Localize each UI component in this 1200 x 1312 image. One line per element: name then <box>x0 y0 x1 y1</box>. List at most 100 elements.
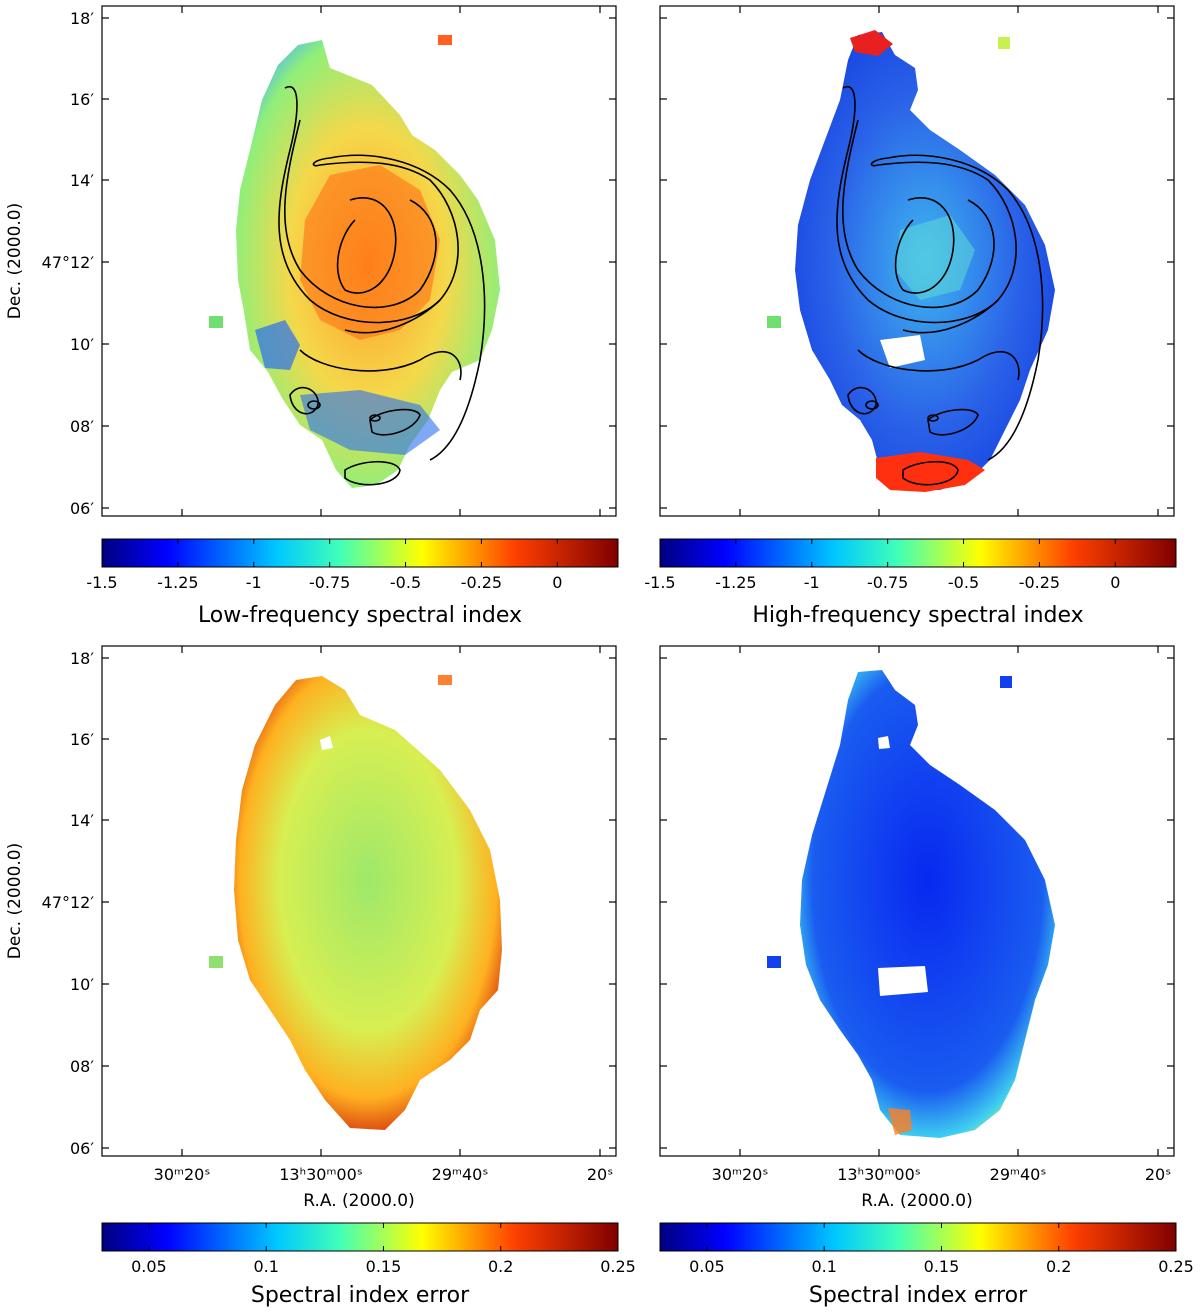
axes-frame <box>659 645 1175 1157</box>
colorbar-tick-label: -0.5 <box>948 573 979 592</box>
x-ticks <box>739 6 1159 516</box>
colorbar-tick-label: -1 <box>804 573 820 592</box>
y-tick-label: 47°12′ <box>42 893 95 912</box>
y-tick-label: 10′ <box>70 975 94 994</box>
colorbar-tick-label: -0.25 <box>461 573 502 592</box>
colorbar-gradient <box>101 538 619 568</box>
y-ticks: 18′ 16′ 14′ 47°12′ 10′ 08′ 06′ <box>42 9 616 518</box>
y-tick-label: 10′ <box>70 335 94 354</box>
x-tick-label: 20ˢ <box>587 1165 613 1184</box>
contour-lines <box>278 85 486 486</box>
x-tick-label: 13ʰ30ᵐ00ˢ <box>837 1165 921 1184</box>
galaxy-gap <box>880 335 925 368</box>
x-ticks: 30ᵐ20ˢ 13ʰ30ᵐ00ˢ 29ᵐ40ˢ 20ˢ <box>154 646 613 1184</box>
y-tick-label: 08′ <box>70 417 94 436</box>
x-axis-label: R.A. (2000.0) <box>303 1191 415 1211</box>
galaxy-gap <box>878 736 890 749</box>
y-tick-label: 16′ <box>70 90 94 109</box>
y-tick-label: 18′ <box>70 649 94 668</box>
colorbar-tick-label: -1.5 <box>644 573 675 592</box>
galaxy-hot-region <box>850 30 893 56</box>
colorbar-tick-label: 0.05 <box>689 1257 725 1276</box>
colorbar-ticks: -1.5 -1.25 -1 -0.75 -0.5 -0.25 0 <box>86 539 562 592</box>
colorbar-label: Spectral index error <box>809 1283 1028 1308</box>
galaxy-gap <box>320 736 333 750</box>
x-tick-label: 20ˢ <box>1145 1165 1171 1184</box>
y-axis-label: Dec. (2000.0) <box>5 843 25 959</box>
source-blob <box>209 316 223 328</box>
colorbar-tick-label: -1 <box>246 573 262 592</box>
panel-top-right <box>659 5 1175 517</box>
colorbar-bottom-left: 0.05 0.1 0.15 0.2 0.25 Spectral index error <box>101 1222 636 1308</box>
colorbar-tick-label: 0 <box>1110 573 1120 592</box>
x-tick-label: 29ᵐ40ˢ <box>990 1165 1047 1184</box>
colorbar-tick-label: -0.75 <box>867 573 908 592</box>
colorbar-tick-label: -0.75 <box>309 573 350 592</box>
colorbar-ticks: 0.05 0.1 0.15 0.2 0.25 <box>689 1223 1194 1276</box>
x-ticks: 30ᵐ20ˢ 13ʰ30ᵐ00ˢ 29ᵐ40ˢ 20ˢ <box>712 646 1171 1184</box>
galaxy-gap <box>878 966 928 996</box>
colorbar-tick-label: 0.15 <box>924 1257 960 1276</box>
y-tick-label: 14′ <box>70 811 94 830</box>
colorbar-label: Low-frequency spectral index <box>198 603 522 628</box>
colorbar-label: Spectral index error <box>251 1283 470 1308</box>
y-tick-label: 47°12′ <box>42 253 95 272</box>
x-tick-label: 30ᵐ20ˢ <box>712 1165 769 1184</box>
colorbar-tick-label: 0.05 <box>131 1257 167 1276</box>
colorbar-label: High-frequency spectral index <box>752 603 1083 628</box>
colorbar-tick-label: 0.25 <box>1158 1257 1194 1276</box>
colorbar-tick-label: 0.1 <box>811 1257 836 1276</box>
y-tick-label: 14′ <box>70 171 94 190</box>
colorbar-ticks: 0.05 0.1 0.15 0.2 0.25 <box>131 1223 636 1276</box>
x-tick-label: 13ʰ30ᵐ00ˢ <box>279 1165 363 1184</box>
source-blob <box>438 675 452 685</box>
colorbar-tick-label: -0.25 <box>1019 573 1060 592</box>
source-blob <box>767 316 781 328</box>
y-ticks <box>660 657 1174 1149</box>
galaxy-cyan-patch <box>895 215 975 300</box>
y-ticks: 18′ 16′ 14′ 47°12′ 10′ 08′ 06′ <box>42 649 616 1158</box>
panel-bottom-left: 18′ 16′ 14′ 47°12′ 10′ 08′ 06′ 30ᵐ20ˢ 13ʰ30ᵐ00ˢ… <box>5 645 617 1211</box>
colorbar-top-right: -1.5 -1.25 -1 -0.75 -0.5 -0.25 0 High-frequenc… <box>644 538 1177 628</box>
y-tick-label: 16′ <box>70 730 94 749</box>
colorbar-ticks: -1.5 -1.25 -1 -0.75 -0.5 -0.25 0 <box>644 539 1120 592</box>
y-axis-label: Dec. (2000.0) <box>5 203 25 319</box>
galaxy-blue-patch <box>255 320 300 370</box>
axes-frame <box>101 5 617 517</box>
colorbar-tick-label: -1.25 <box>715 573 756 592</box>
colorbar-gradient <box>101 1222 619 1252</box>
colorbar-tick-label: 0.1 <box>253 1257 278 1276</box>
y-ticks <box>660 17 1174 509</box>
x-axis-label: R.A. (2000.0) <box>861 1191 973 1211</box>
colorbar-tick-label: -1.25 <box>157 573 198 592</box>
x-tick-label: 30ᵐ20ˢ <box>154 1165 211 1184</box>
galaxy-hot-region <box>876 452 985 492</box>
x-tick-label: 29ᵐ40ˢ <box>432 1165 489 1184</box>
axes-frame <box>659 5 1175 517</box>
colorbar-tick-label: 0.2 <box>488 1257 513 1276</box>
colorbar-tick-label: 0.25 <box>600 1257 636 1276</box>
colorbar-tick-label: -0.5 <box>390 573 421 592</box>
panel-top-left: 18′ 16′ 14′ 47°12′ 10′ 08′ 06′ Dec. (2000.0) <box>5 5 617 518</box>
source-blob <box>998 37 1010 49</box>
galaxy-hot-region <box>300 165 440 340</box>
source-blob <box>1000 676 1012 688</box>
source-blob <box>209 956 223 968</box>
galaxy-map-error-low <box>234 676 502 1130</box>
source-blob <box>438 35 452 45</box>
y-tick-label: 08′ <box>70 1057 94 1076</box>
y-tick-label: 18′ <box>70 9 94 28</box>
contour-lines <box>836 85 1044 486</box>
colorbar-gradient <box>659 1222 1177 1252</box>
colorbar-tick-label: 0.2 <box>1046 1257 1071 1276</box>
y-tick-label: 06′ <box>70 499 94 518</box>
colorbar-top-left: -1.5 -1.25 -1 -0.75 -0.5 -0.25 0 Low-frequency… <box>86 538 619 628</box>
y-tick-label: 06′ <box>70 1139 94 1158</box>
colorbar-tick-label: -1.5 <box>86 573 117 592</box>
panel-bottom-right: 30ᵐ20ˢ 13ʰ30ᵐ00ˢ 29ᵐ40ˢ 20ˢ R.A. (2000.0) <box>659 645 1175 1211</box>
colorbar-tick-label: 0 <box>552 573 562 592</box>
colorbar-tick-label: 0.15 <box>366 1257 402 1276</box>
x-ticks <box>181 6 601 516</box>
axes-frame <box>101 645 617 1157</box>
